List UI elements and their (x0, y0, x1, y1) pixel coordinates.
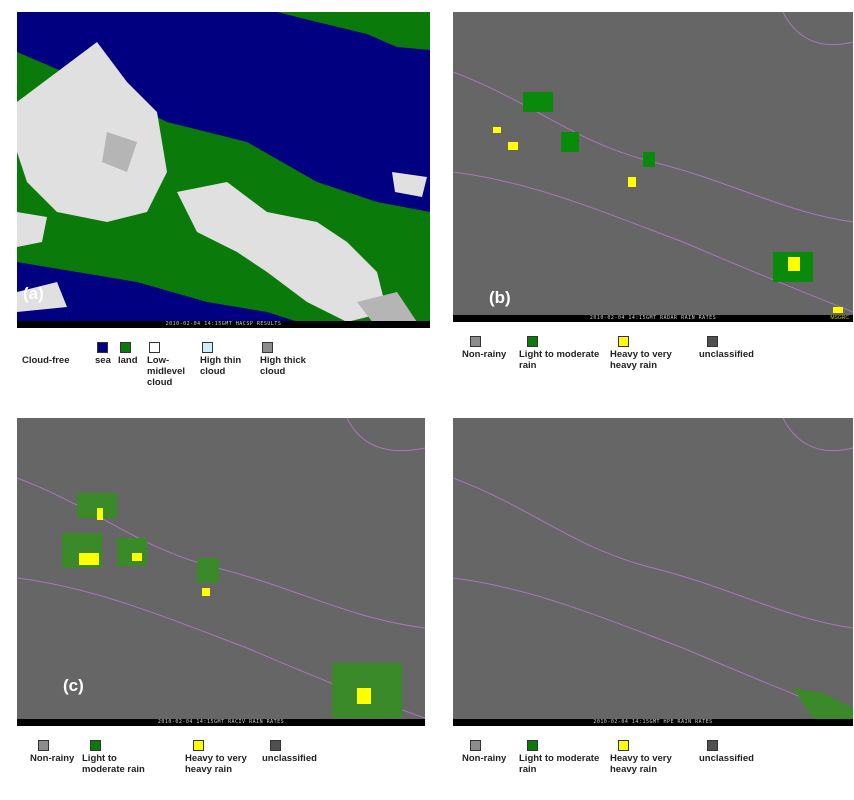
legend-label: unclassified (262, 753, 342, 764)
legend-swatch (202, 342, 213, 353)
image-footer: 2010-02-04 14:15GMT HACSP RESULTS (17, 321, 430, 328)
legend-item: High thin cloud (200, 342, 252, 377)
legend-item: Non-rainy (462, 740, 517, 764)
legend-item: unclassified (699, 740, 779, 764)
corner-label: MSGRC (830, 315, 849, 322)
legend-item: Non-rainy (30, 740, 80, 764)
figure: (a) 2010-02-04 14:15GMT HACSP RESULTS (b… (0, 0, 854, 783)
legend-item: Heavy to very heavy rain (185, 740, 255, 775)
legend-label: Heavy to very heavy rain (610, 349, 695, 371)
legend-swatch (193, 740, 204, 751)
legend-item: Light to moderate rain (519, 336, 604, 371)
map-panel: (b) 2010-02-04 14:15GMT RADAR RAIN RATES… (453, 12, 853, 322)
legend-swatch (618, 336, 629, 347)
legend-swatch (262, 342, 273, 353)
legend-label: Heavy to very heavy rain (185, 753, 255, 775)
legend-item: Non-rainy (462, 336, 517, 360)
legend-swatch (97, 342, 108, 353)
legend-item: land (118, 342, 146, 366)
legend-label: Non-rainy (30, 753, 80, 764)
legend-swatch (90, 740, 101, 751)
legend-title: Cloud-free (22, 355, 70, 366)
legend-item: sea (95, 342, 117, 366)
legend-swatch (707, 336, 718, 347)
legend-label: High thick cloud (260, 355, 320, 377)
legend-label: High thin cloud (200, 355, 252, 377)
legend-swatch (707, 740, 718, 751)
legend-swatch (618, 740, 629, 751)
legend-label: unclassified (699, 349, 779, 360)
legend-label: Low-midlevel cloud (147, 355, 195, 388)
panel-label: (a) (23, 284, 44, 304)
legend-label: unclassified (699, 753, 779, 764)
map-panel: (c) 2010-02-04 14:15GMT RACIV RAIN RATES (17, 418, 425, 726)
legend-item: unclassified (699, 336, 779, 360)
rain-map (453, 418, 853, 726)
legend-label: Non-rainy (462, 753, 517, 764)
image-footer: 2010-02-04 14:15GMT RADAR RAIN RATES (453, 315, 853, 322)
image-footer: 2010-02-04 14:15GMT HPE RAIN RATES (453, 719, 853, 726)
legend-item: Heavy to very heavy rain (610, 740, 695, 775)
legend-swatch (120, 342, 131, 353)
rain-map (453, 12, 853, 322)
image-footer: 2010-02-04 14:15GMT RACIV RAIN RATES (17, 719, 425, 726)
cloud-map (17, 12, 430, 328)
legend-label: Light to moderate rain (82, 753, 162, 775)
legend-label: sea (95, 355, 117, 366)
legend-swatch (527, 740, 538, 751)
legend-item: High thick cloud (260, 342, 320, 377)
legend-swatch (470, 740, 481, 751)
legend-item: Light to moderate rain (82, 740, 162, 775)
legend-swatch (270, 740, 281, 751)
legend-item: unclassified (262, 740, 342, 764)
legend-swatch (38, 740, 49, 751)
legend-label: Light to moderate rain (519, 753, 604, 775)
legend-item: Low-midlevel cloud (147, 342, 195, 388)
legend-label: Light to moderate rain (519, 349, 604, 371)
legend-label: land (118, 355, 146, 366)
legend-label: Heavy to very heavy rain (610, 753, 695, 775)
legend-swatch (149, 342, 160, 353)
legend-label: Non-rainy (462, 349, 517, 360)
legend-item: Heavy to very heavy rain (610, 336, 695, 371)
legend-swatch (527, 336, 538, 347)
map-panel: 2010-02-04 14:15GMT HPE RAIN RATES (453, 418, 853, 726)
legend-item: Light to moderate rain (519, 740, 604, 775)
legend-swatch (470, 336, 481, 347)
panel-label: (c) (63, 676, 84, 696)
panel-label: (b) (489, 288, 511, 308)
map-panel: (a) 2010-02-04 14:15GMT HACSP RESULTS (17, 12, 430, 328)
